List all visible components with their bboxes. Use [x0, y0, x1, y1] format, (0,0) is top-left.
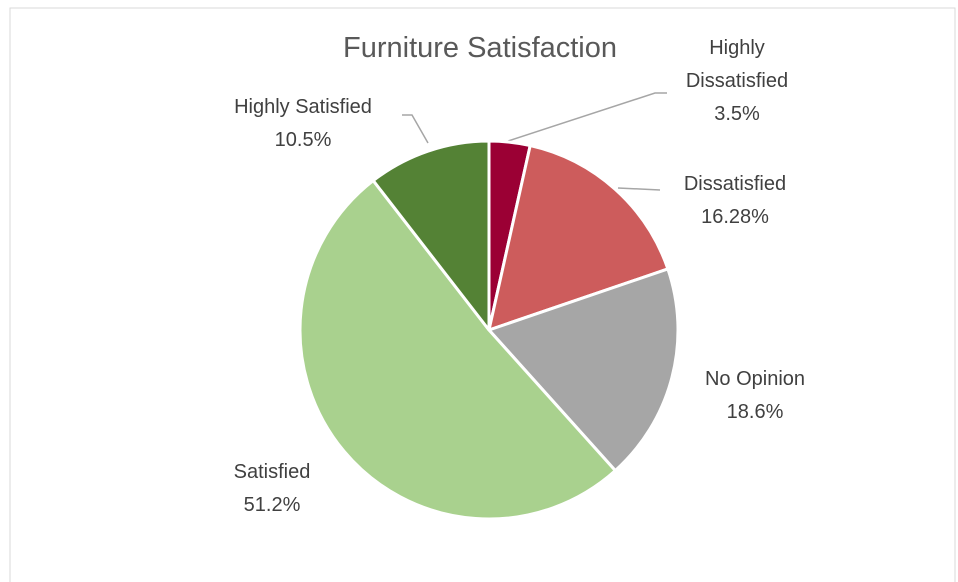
data-label: Dissatisfied 16.28% — [660, 168, 810, 234]
data-label: No Opinion 18.6% — [680, 363, 830, 429]
pie-slice — [371, 139, 491, 332]
chart-title: Furniture Satisfaction — [342, 32, 618, 64]
data-label: Highly Satisfied 10.5% — [208, 91, 398, 157]
data-label: Satisfied 51.2% — [197, 456, 347, 522]
label-value: 16.28% — [701, 206, 769, 228]
label-value: 3.5% — [714, 103, 760, 125]
data-label: Highly Dissatisfied 3.5% — [662, 32, 812, 131]
leader-line — [402, 114, 429, 144]
pie-slice — [487, 267, 680, 473]
label-value: 10.5% — [274, 129, 332, 151]
label-value: 18.6% — [726, 401, 784, 423]
label-category: Highly Satisfied — [234, 96, 372, 118]
leader-line — [617, 187, 661, 191]
chart-border — [9, 7, 956, 582]
label-category: Dissatisfied — [683, 173, 787, 195]
leader-line — [507, 92, 667, 142]
label-category: No Opinion — [704, 368, 806, 390]
label-category: Highly Dissatisfied — [685, 37, 789, 92]
label-value: 51.2% — [243, 494, 301, 516]
pie-slice — [298, 179, 617, 521]
label-category: Satisfied — [233, 461, 311, 483]
